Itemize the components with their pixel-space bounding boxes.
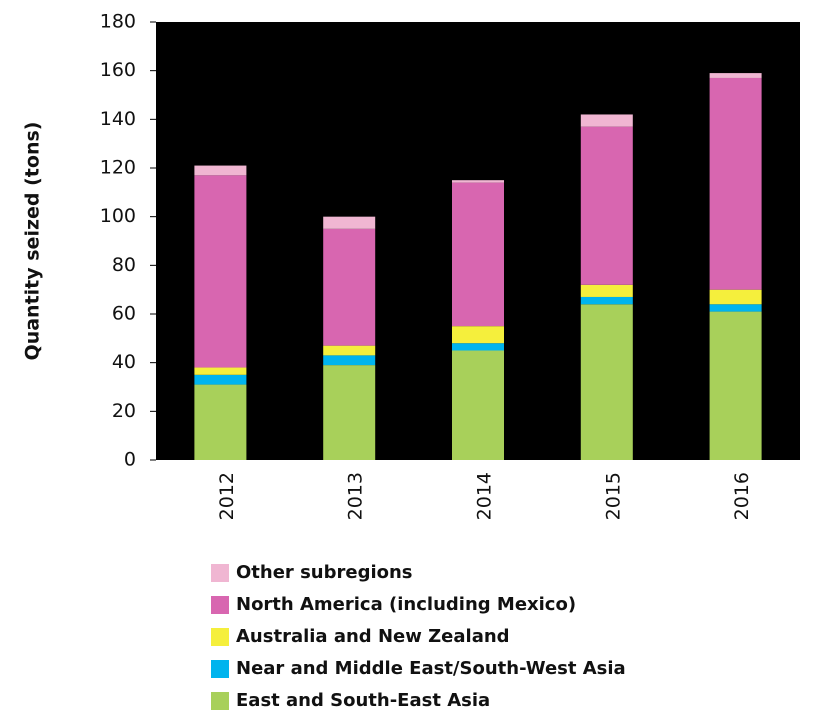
legend-swatch xyxy=(211,628,229,646)
bar-segment xyxy=(580,284,633,297)
y-tick-label: 40 xyxy=(112,351,136,373)
y-tick-label: 60 xyxy=(112,303,136,325)
bar-segment xyxy=(709,311,762,460)
x-tick-label: 2015 xyxy=(602,472,624,520)
legend-swatch xyxy=(211,660,229,678)
y-tick-label: 180 xyxy=(100,11,136,33)
bar-segment xyxy=(194,374,247,385)
bar-segment xyxy=(194,175,247,368)
bar-segment xyxy=(452,180,504,183)
x-tick-label: 2012 xyxy=(216,472,238,520)
legend-swatch xyxy=(211,564,229,582)
bar-segment xyxy=(323,228,376,346)
bar-segment xyxy=(709,73,762,78)
x-tick-label: 2013 xyxy=(345,472,367,520)
y-tick-label: 80 xyxy=(112,254,136,276)
legend-swatch xyxy=(211,596,229,614)
bar-segment xyxy=(580,296,633,305)
bar-segment xyxy=(194,384,247,460)
bar-segment xyxy=(323,216,376,229)
y-tick-label: 0 xyxy=(124,449,136,471)
y-tick-label: 160 xyxy=(100,59,136,81)
bar-segment xyxy=(452,350,504,460)
bar-segment xyxy=(452,343,504,351)
bar-segment xyxy=(709,77,762,290)
bar-segment xyxy=(452,326,504,344)
legend-label: East and South-East Asia xyxy=(236,690,490,711)
x-tick-label: 2016 xyxy=(731,472,753,520)
legend-label: Australia and New Zealand xyxy=(236,626,510,647)
bar-segment xyxy=(323,355,376,366)
y-tick-label: 140 xyxy=(100,108,136,130)
bar-segment xyxy=(580,126,633,285)
legend-swatch xyxy=(211,692,229,710)
bar-segment xyxy=(452,182,504,327)
bar-segment xyxy=(323,365,376,460)
bar-segment xyxy=(709,304,762,312)
bar-segment xyxy=(194,165,247,176)
y-axis-label: Quantity seized (tons) xyxy=(22,122,44,361)
legend-label: North America (including Mexico) xyxy=(236,594,576,615)
legend-label: Near and Middle East/South-West Asia xyxy=(236,658,626,679)
bar-segment xyxy=(580,304,633,460)
bar-segment xyxy=(580,114,633,127)
bar-segment xyxy=(709,289,762,305)
x-tick-label: 2014 xyxy=(474,472,496,520)
y-tick-label: 20 xyxy=(112,400,136,422)
y-tick-label: 100 xyxy=(100,205,136,227)
y-tick-label: 120 xyxy=(100,157,136,179)
legend-label: Other subregions xyxy=(236,562,413,583)
bar-segment xyxy=(194,367,247,375)
bar-segment xyxy=(323,345,376,356)
